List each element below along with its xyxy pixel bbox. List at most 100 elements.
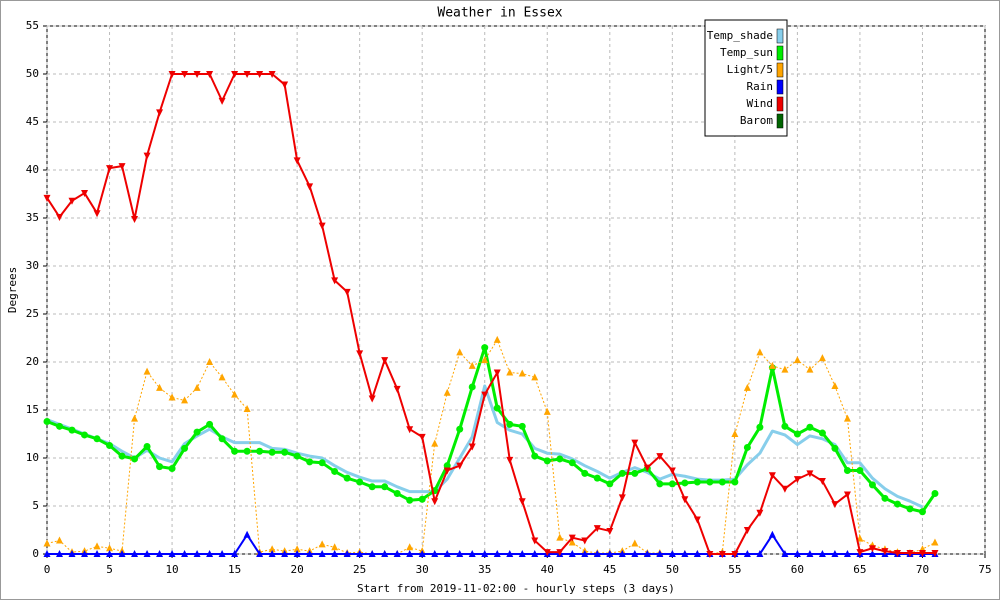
legend-swatch xyxy=(776,96,784,112)
data-point xyxy=(681,479,689,487)
x-tick-label: 65 xyxy=(853,563,866,576)
data-point xyxy=(106,550,114,557)
data-point xyxy=(381,357,389,365)
data-point xyxy=(531,373,539,381)
data-point xyxy=(743,383,751,391)
data-point xyxy=(93,550,101,557)
data-point xyxy=(168,465,176,473)
data-point xyxy=(56,214,64,222)
data-point xyxy=(518,369,526,377)
data-point xyxy=(256,550,264,557)
series-line xyxy=(47,533,935,555)
data-point xyxy=(806,365,814,373)
data-point xyxy=(56,422,64,430)
data-point xyxy=(731,551,739,558)
data-point xyxy=(593,474,601,482)
data-point xyxy=(818,478,826,486)
data-point xyxy=(156,109,164,117)
data-point xyxy=(68,426,76,434)
data-point xyxy=(231,550,239,557)
data-point xyxy=(481,344,489,352)
data-point xyxy=(93,435,101,443)
data-point xyxy=(643,464,651,472)
data-point xyxy=(218,435,226,443)
data-point xyxy=(231,390,239,398)
data-point xyxy=(868,550,876,557)
y-axis-label: Degrees xyxy=(6,267,19,313)
data-point xyxy=(268,545,276,553)
data-point xyxy=(868,545,876,553)
y-tick-label: 30 xyxy=(26,259,39,272)
data-point xyxy=(568,534,576,542)
data-point xyxy=(681,550,689,557)
data-point xyxy=(356,550,364,557)
data-point xyxy=(406,496,414,504)
data-point xyxy=(668,480,676,488)
data-point xyxy=(468,550,476,557)
data-point xyxy=(181,71,189,78)
data-point xyxy=(768,530,776,538)
data-point xyxy=(843,491,851,499)
data-point xyxy=(506,420,514,428)
data-point xyxy=(81,431,89,439)
x-tick-label: 10 xyxy=(165,563,178,576)
legend-label: Wind xyxy=(747,97,774,110)
data-point xyxy=(931,490,939,498)
data-point xyxy=(768,361,776,369)
data-point xyxy=(831,382,839,389)
data-point xyxy=(181,550,189,557)
data-point xyxy=(293,157,301,165)
y-tick-label: 35 xyxy=(26,211,39,224)
data-point xyxy=(781,365,789,373)
data-point xyxy=(843,466,851,474)
data-point xyxy=(656,453,664,461)
data-point xyxy=(106,442,114,450)
data-point xyxy=(168,71,176,78)
data-point xyxy=(456,550,464,557)
legend-swatch xyxy=(776,113,784,129)
data-point xyxy=(68,550,76,557)
data-point xyxy=(256,447,264,455)
data-point xyxy=(306,550,314,557)
data-point xyxy=(43,418,51,426)
data-point xyxy=(468,383,476,391)
data-point xyxy=(381,483,389,491)
data-point xyxy=(368,395,376,403)
data-point xyxy=(156,550,164,557)
data-point xyxy=(493,335,501,343)
data-point xyxy=(718,478,726,486)
data-point xyxy=(393,385,401,393)
data-point xyxy=(156,463,164,471)
data-point xyxy=(443,550,451,557)
data-point xyxy=(381,550,389,557)
data-point xyxy=(668,550,676,557)
x-tick-label: 5 xyxy=(106,563,113,576)
grid: 0 5 10 15 20 25 30 35 40 45 50 55 0 5 10 15 20 25 30 35 40 45… xyxy=(26,19,992,576)
data-point xyxy=(418,550,426,557)
data-point xyxy=(356,478,364,486)
data-point xyxy=(931,538,939,546)
data-point xyxy=(531,537,539,545)
legend-label: Temp_sun xyxy=(720,46,773,59)
data-point xyxy=(831,501,839,509)
data-point xyxy=(93,210,101,218)
data-point xyxy=(818,354,826,362)
data-point xyxy=(131,215,139,223)
data-point xyxy=(543,549,551,557)
data-point xyxy=(43,194,51,202)
data-point xyxy=(793,550,801,557)
data-point xyxy=(731,430,739,437)
data-point xyxy=(293,550,301,557)
legend-swatch xyxy=(776,62,784,78)
legend-box xyxy=(704,19,788,137)
data-point xyxy=(656,480,664,488)
data-point xyxy=(631,550,639,557)
data-point xyxy=(718,551,726,558)
data-point xyxy=(618,494,626,502)
data-point xyxy=(793,476,801,484)
data-point xyxy=(556,533,564,541)
data-point xyxy=(56,536,64,544)
data-point xyxy=(668,467,676,475)
data-point xyxy=(93,542,101,550)
